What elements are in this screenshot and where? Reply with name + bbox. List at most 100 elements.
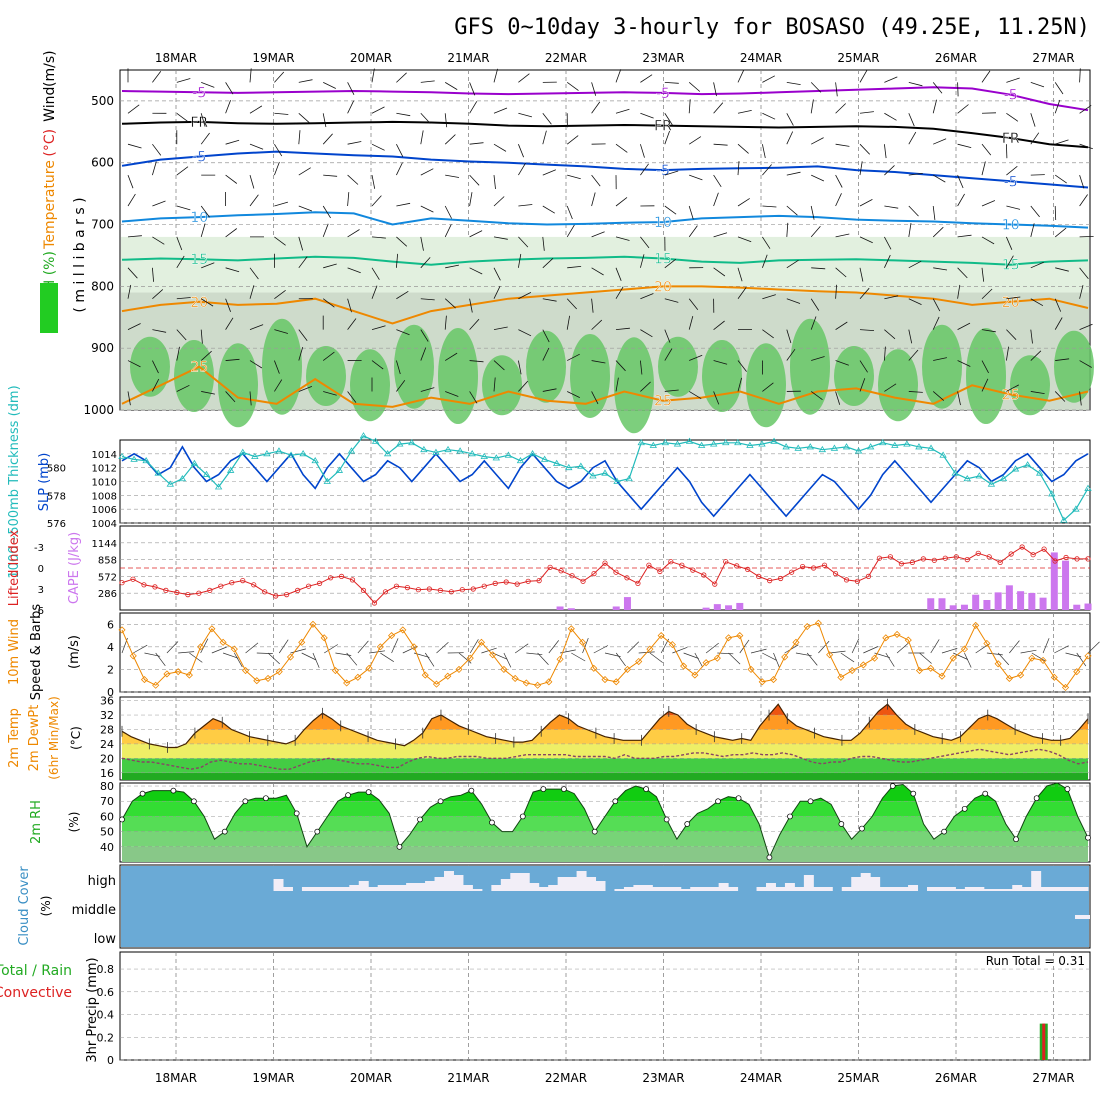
bottom-day-label: 19MAR — [252, 1071, 294, 1085]
cloud-gap-high — [567, 877, 578, 891]
thickness-marker — [1023, 461, 1032, 468]
rh-line — [121, 782, 1089, 859]
surface-wind-barb — [200, 638, 209, 654]
upper-wind-barb — [908, 349, 919, 361]
isotherm-label: 10 — [190, 210, 208, 226]
cloud-ylabel-1: Cloud Cover — [17, 866, 32, 946]
upper-wind-barb — [957, 143, 972, 148]
surface-wind-barb — [784, 644, 799, 654]
upper-wind-barb — [518, 329, 532, 337]
upper-wind-barb — [713, 232, 728, 238]
upper-wind-barb — [615, 267, 622, 281]
upper-wind-barb — [786, 329, 792, 344]
isotherm-label: 20 — [654, 279, 672, 295]
upper-wind-barb — [981, 267, 985, 282]
upper-wind-barb — [518, 112, 533, 118]
upper-wind-barb — [664, 348, 673, 361]
upper-wind-barb — [347, 391, 357, 403]
rh-marker — [540, 786, 547, 792]
top-day-label: 20MAR — [350, 51, 392, 65]
isotherm-label: -5 — [656, 86, 670, 102]
wind-tick-label: 0 — [107, 686, 114, 699]
thickness-marker — [577, 462, 585, 469]
upper-wind-barb — [591, 82, 597, 96]
surface-wind-barb — [267, 652, 280, 665]
upper-wind-barb — [225, 82, 234, 95]
cape-bar — [556, 606, 564, 610]
upper-wind-barb — [810, 82, 822, 93]
cape-bar — [1073, 604, 1081, 610]
wind-speed-marker — [477, 638, 486, 646]
upper-wind-barb — [493, 267, 501, 281]
surface-wind-barb — [694, 652, 703, 668]
surface-wind-barb — [357, 640, 369, 654]
wind-speed-marker — [893, 630, 901, 639]
cape-bar — [713, 604, 721, 610]
upper-wind-barb — [347, 82, 355, 95]
upper-wind-barb — [884, 144, 887, 159]
cloud-gap-high — [1078, 887, 1089, 891]
temp-band — [122, 743, 1088, 759]
rh-marker — [221, 828, 228, 835]
upper-wind-barb — [615, 286, 624, 299]
upper-wind-barb — [615, 143, 628, 153]
surface-wind-barb — [256, 652, 273, 654]
upper-wind-barb — [152, 267, 154, 282]
upper-wind-barb — [518, 144, 524, 158]
upper-wind-barb — [298, 112, 310, 123]
upper-wind-barb — [762, 144, 766, 158]
upper-wind-barb — [859, 267, 864, 282]
wind-speed-marker — [298, 638, 306, 646]
upper-wind-barb — [664, 329, 671, 343]
rh-marker — [838, 821, 845, 827]
upper-wind-barb — [420, 236, 424, 251]
top-day-label: 22MAR — [545, 51, 587, 65]
upper-wind-barb — [1079, 68, 1081, 83]
cloud-gap-high — [1012, 885, 1023, 891]
li-marker — [679, 562, 685, 568]
wind-speed-marker — [590, 664, 598, 672]
upper-wind-barb — [859, 199, 873, 207]
rh-legend-swatch — [40, 283, 58, 333]
cloud-gap-high — [690, 887, 701, 891]
surface-wind-barb — [615, 652, 626, 667]
thickness-marker — [661, 438, 670, 446]
upper-wind-barb — [445, 264, 459, 269]
cloud-gap-high — [993, 889, 1004, 891]
surface-wind-barb — [964, 652, 972, 668]
upper-wind-barb — [1006, 296, 1021, 300]
upper-wind-barb — [371, 360, 384, 370]
rh-marker — [735, 795, 742, 802]
upper-wind-barb — [859, 161, 863, 176]
li-marker — [975, 550, 981, 556]
upper-wind-barb — [884, 112, 897, 121]
surface-wind-barb — [245, 642, 259, 654]
upper-wind-barb — [444, 113, 448, 128]
upper-wind-barb — [810, 226, 821, 238]
cloud-gap-high — [822, 887, 833, 891]
thickness-tick-label: 578 — [47, 491, 66, 502]
upper-wind-barb — [542, 329, 550, 343]
upper-wind-barb — [932, 99, 937, 114]
li-marker — [547, 564, 553, 570]
thickness-marker — [637, 438, 645, 446]
thickness-tick-label: 580 — [47, 464, 66, 475]
upper-wind-barb — [908, 131, 917, 145]
li-marker — [635, 580, 641, 587]
wind-speed-marker — [264, 674, 272, 683]
upper-wind-barb — [249, 174, 255, 189]
upper-wind-barb — [225, 391, 236, 403]
upper-wind-barb — [713, 360, 728, 365]
wind-speed-marker — [803, 622, 811, 631]
wind-ylabel-1: 10m Wind — [7, 619, 22, 685]
upper-wind-barb — [420, 257, 431, 269]
upper-wind-barb — [786, 205, 798, 216]
upper-wind-barb — [274, 329, 289, 334]
rh-shade-green — [394, 324, 434, 409]
wind-speed-marker — [702, 659, 710, 667]
wind-speed-marker — [163, 670, 171, 678]
upper-wind-barb — [884, 236, 892, 250]
upper-wind-barb — [249, 360, 263, 369]
upper-wind-barb — [615, 197, 628, 207]
surface-wind-barb — [324, 644, 338, 654]
